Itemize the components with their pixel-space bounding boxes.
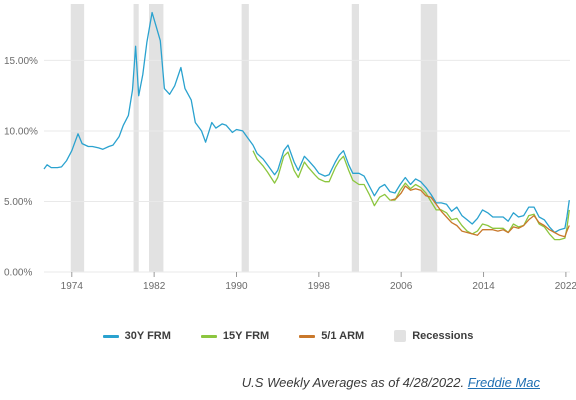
source-note: U.S Weekly Averages as of 4/28/2022. Fre… bbox=[242, 375, 540, 390]
legend-label-30y-frm: 30Y FRM bbox=[124, 330, 171, 342]
legend-label-recessions: Recessions bbox=[412, 330, 474, 342]
gridlines bbox=[44, 59, 570, 273]
y-tick-label-10: 10.00% bbox=[4, 126, 38, 137]
legend-item-15y-frm[interactable]: 15Y FRM bbox=[200, 330, 270, 342]
source-link-freddie-mac[interactable]: Freddie Mac bbox=[467, 375, 540, 390]
legend-swatch-5-1-arm bbox=[299, 334, 316, 338]
legend-item-5-1-arm[interactable]: 5/1 ARM bbox=[299, 330, 364, 342]
series-lines bbox=[43, 11, 570, 241]
legend-swatch-recessions bbox=[394, 330, 407, 342]
x-axis-ticks: 1974 1982 1990 1998 2006 2014 2022 bbox=[61, 272, 576, 292]
x-tick-label-1982: 1982 bbox=[143, 281, 166, 292]
recession-band-1 bbox=[70, 4, 85, 272]
y-tick-label-15: 15.00% bbox=[4, 56, 38, 67]
y-axis-ticks: 0.00% 5.00% 10.00% 15.00% bbox=[4, 56, 38, 279]
x-tick-label-1974: 1974 bbox=[61, 281, 84, 292]
recession-band-2 bbox=[133, 4, 139, 272]
recession-band-5 bbox=[351, 4, 359, 272]
legend-label-15y-frm: 15Y FRM bbox=[222, 330, 270, 342]
x-tick-label-2014: 2014 bbox=[472, 281, 495, 292]
recession-band-3 bbox=[148, 4, 164, 272]
recession-band-4 bbox=[241, 4, 249, 272]
series-line-5-1-arm bbox=[390, 185, 570, 238]
chart-legend: 30Y FRM 15Y FRM 5/1 ARM Recessions bbox=[0, 330, 576, 342]
legend-swatch-30y-frm bbox=[102, 334, 119, 338]
recession-band-6 bbox=[420, 4, 438, 272]
mortgage-rate-chart: 0.00% 5.00% 10.00% 15.00% 1974 1982 1990 1998 2… bbox=[4, 4, 576, 292]
x-tick-label-1998: 1998 bbox=[308, 281, 331, 292]
legend-item-30y-frm[interactable]: 30Y FRM bbox=[102, 330, 171, 342]
recession-bands bbox=[70, 4, 438, 272]
legend-label-5-1-arm: 5/1 ARM bbox=[321, 330, 365, 342]
x-tick-label-2022: 2022 bbox=[555, 281, 576, 292]
legend-item-recessions[interactable]: Recessions bbox=[394, 330, 473, 342]
y-tick-label-5: 5.00% bbox=[4, 197, 32, 208]
x-tick-label-1990: 1990 bbox=[225, 281, 248, 292]
y-tick-label-0: 0.00% bbox=[4, 268, 32, 279]
x-tick-label-2006: 2006 bbox=[390, 281, 413, 292]
source-text: U.S Weekly Averages as of 4/28/2022. bbox=[241, 375, 465, 390]
series-line-30y-frm bbox=[43, 11, 570, 234]
legend-swatch-15y-frm bbox=[200, 334, 217, 338]
